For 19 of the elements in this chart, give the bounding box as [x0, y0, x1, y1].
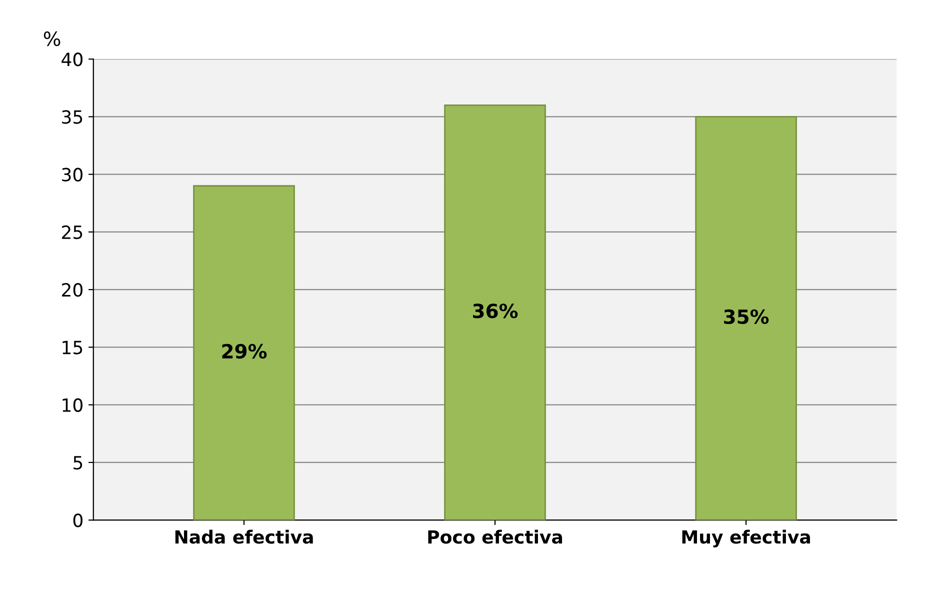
data-label: 29% — [222, 344, 267, 359]
y-tick-label: 20 — [62, 283, 82, 297]
y-tick-label: 0 — [73, 514, 82, 528]
y-tick-label: 10 — [62, 398, 82, 412]
x-tick-label: Nada efectiva — [175, 530, 313, 544]
bar — [444, 104, 546, 520]
y-tick-label: 25 — [62, 225, 82, 240]
bar — [193, 185, 295, 520]
y-tick-label: 15 — [62, 340, 82, 354]
y-tick-label: 40 — [62, 52, 82, 66]
x-tick-label: Poco efectiva — [428, 530, 562, 544]
x-tick-label: Muy efectiva — [682, 530, 810, 548]
bar — [695, 116, 797, 520]
y-tick-label: 30 — [62, 168, 82, 182]
data-label: 35% — [724, 309, 769, 324]
y-tick-label: 35 — [62, 110, 82, 124]
data-label: 36% — [473, 304, 518, 318]
y-tick-label: 5 — [74, 456, 82, 470]
y-axis-title: % — [44, 31, 60, 46]
